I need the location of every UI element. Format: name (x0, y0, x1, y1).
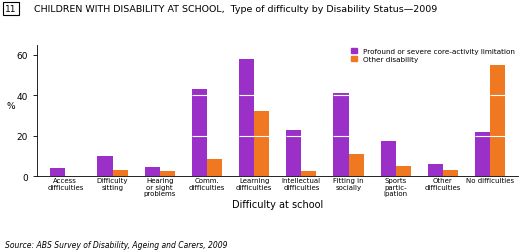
Bar (286, 130, 302, 176)
Bar (380, 141, 396, 176)
Y-axis label: %: % (7, 102, 15, 111)
Bar (160, 171, 175, 176)
Bar (50, 168, 66, 176)
Bar (302, 171, 316, 176)
Bar (490, 66, 505, 176)
Bar (254, 112, 269, 176)
Bar (475, 132, 490, 176)
Bar (113, 170, 127, 176)
Bar (428, 164, 443, 176)
Text: CHILDREN WITH DISABILITY AT SCHOOL,  Type of difficulty by Disability Status—200: CHILDREN WITH DISABILITY AT SCHOOL, Type… (34, 5, 437, 14)
Bar (349, 154, 363, 176)
Text: 11: 11 (5, 5, 17, 14)
Bar (443, 170, 458, 176)
Bar (239, 59, 254, 176)
Bar (192, 90, 207, 176)
Bar (207, 159, 222, 176)
Bar (396, 166, 411, 176)
Bar (144, 167, 160, 176)
Legend: Profound or severe core-activity limitation, Other disability: Profound or severe core-activity limitat… (351, 49, 515, 63)
Text: Source: ABS Survey of Disability, Ageing and Carers, 2009: Source: ABS Survey of Disability, Ageing… (5, 240, 228, 249)
Bar (333, 94, 349, 176)
Bar (97, 156, 113, 176)
X-axis label: Difficulty at school: Difficulty at school (232, 200, 323, 209)
